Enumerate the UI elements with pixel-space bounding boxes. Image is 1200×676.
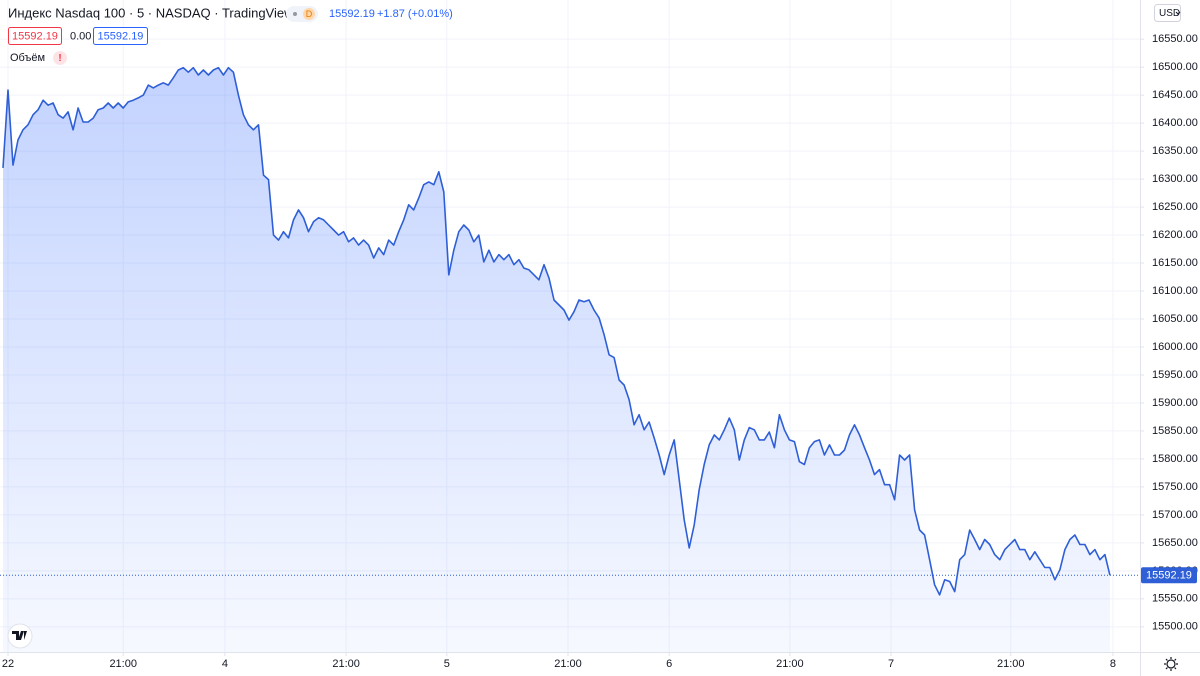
alert-icon: !: [58, 53, 61, 64]
y-tick-label: 16250.00: [1152, 201, 1198, 213]
y-tick-label: 16300.00: [1152, 173, 1198, 185]
alert-bg[interactable]: [53, 51, 67, 65]
volume-label: Объём: [10, 52, 45, 64]
y-tick-label: 15500.00: [1152, 621, 1198, 633]
y-tick-label: 15900.00: [1152, 397, 1198, 409]
area-fill: [3, 67, 1110, 652]
dropdown-caret: [1175, 11, 1181, 15]
currency-dropdown[interactable]: [1154, 4, 1181, 22]
currency: USD: [1159, 8, 1180, 19]
axes: 15500.0015550.0015600.0015650.0015700.00…: [2, 33, 1198, 670]
y-tick-label: 15550.00: [1152, 593, 1198, 605]
logo: [12, 631, 27, 640]
badge-text: D: [306, 9, 313, 19]
x-tick-label: 6: [666, 658, 672, 670]
y-tick-label: 16000.00: [1152, 341, 1198, 353]
x-tick-label: 7: [888, 658, 894, 670]
buy-box[interactable]: [93, 27, 148, 45]
y-tick-label: 15700.00: [1152, 509, 1198, 521]
gear-teeth: [1164, 657, 1178, 671]
symbol-title: Индекс Nasdaq 100 · 5 · NASDAQ · Trading…: [8, 5, 294, 20]
sell-price: 15592.19: [12, 30, 58, 42]
x-tick-label: 8: [1110, 658, 1116, 670]
y-tick-label: 16050.00: [1152, 313, 1198, 325]
y-tick-label: 16150.00: [1152, 257, 1198, 269]
buy-price: 15592.19: [98, 30, 144, 42]
plot: [0, 66, 1140, 652]
last-price: 15592.19: [329, 8, 375, 20]
y-tick-label: 15750.00: [1152, 481, 1198, 493]
y-tick-label: 16500.00: [1152, 61, 1198, 73]
last-price-label: 15592.19: [1146, 570, 1192, 582]
badge-circle: [303, 8, 315, 20]
badge-dot: [293, 12, 297, 16]
x-tick-label: 22: [2, 658, 14, 670]
gear: [1166, 659, 1176, 669]
x-tick-label: 21:00: [332, 658, 360, 670]
y-tick-label: 16400.00: [1152, 117, 1198, 129]
y-tick-label: 15950.00: [1152, 369, 1198, 381]
y-tick-label: 16550.00: [1152, 33, 1198, 45]
y-tick-label: 16100.00: [1152, 285, 1198, 297]
last-price-marker: [1141, 567, 1197, 584]
y-tick-label: 15800.00: [1152, 453, 1198, 465]
price-line: [2, 66, 1111, 596]
x-tick-label: 21:00: [554, 658, 582, 670]
y-tick-label: 15850.00: [1152, 425, 1198, 437]
y-tick-label: 16200.00: [1152, 229, 1198, 241]
x-tick-label: 4: [222, 658, 228, 670]
sell-box[interactable]: [8, 27, 62, 45]
price-change: +1.87 (+0.01%): [377, 8, 453, 20]
y-tick-label: 16350.00: [1152, 145, 1198, 157]
y-tick-label: 15650.00: [1152, 537, 1198, 549]
spread: 0.00: [70, 30, 91, 42]
x-tick-label: 21:00: [997, 658, 1025, 670]
x-tick-label: 21:00: [776, 658, 804, 670]
x-tick-label: 5: [444, 658, 450, 670]
y-tick-label: 16450.00: [1152, 89, 1198, 101]
x-tick-label: 21:00: [109, 658, 137, 670]
settings-icon[interactable]: [1164, 657, 1178, 671]
